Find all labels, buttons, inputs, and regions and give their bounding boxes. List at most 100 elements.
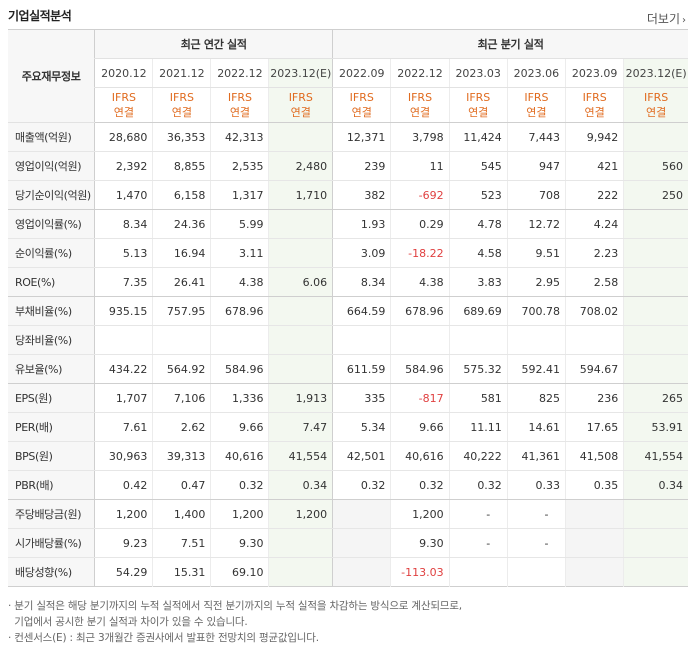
table-cell: 523 <box>448 180 508 210</box>
table-cell: 560 <box>623 151 688 181</box>
table-cell: 17.65 <box>565 412 624 442</box>
table-cell: 1.93 <box>332 209 391 239</box>
table-cell <box>565 557 624 587</box>
table-cell <box>506 557 566 587</box>
table-cell <box>152 325 211 355</box>
table-cell: -817 <box>390 383 450 413</box>
row-label: 매출액(억원) <box>8 122 95 152</box>
table-cell: 382 <box>332 180 391 210</box>
table-row: 순이익률(%) 5.13 16.94 3.11 3.09 -18.22 4.58 9.51 2.… <box>8 238 688 268</box>
table-cell: 40,222 <box>448 441 508 471</box>
basis-label-consolidated: 연결 <box>526 106 547 119</box>
table-cell: 3.11 <box>210 238 269 268</box>
table-cell <box>332 325 391 355</box>
basis-label-consolidated: 연결 <box>351 106 372 119</box>
table-cell: 0.35 <box>565 470 624 500</box>
table-cell: 41,554 <box>268 441 333 471</box>
row-label: BPS(원) <box>8 441 95 471</box>
chevron-right-icon: › <box>682 15 686 26</box>
basis-header: IFRS 연결 <box>152 87 211 123</box>
more-link[interactable]: 더보기 › <box>647 10 686 27</box>
table-cell: 9,942 <box>565 122 624 152</box>
table-cell: 0.47 <box>152 470 211 500</box>
table-cell <box>565 325 624 355</box>
table-cell: 825 <box>506 383 566 413</box>
table-cell: 6.06 <box>268 267 333 297</box>
table-cell <box>623 296 688 326</box>
table-cell: 7.35 <box>94 267 153 297</box>
quarter-group-header: 최근 분기 실적 <box>332 29 688 59</box>
table-cell: 584.96 <box>390 354 450 384</box>
table-cell: 1,200 <box>390 499 450 529</box>
row-label: 영업이익률(%) <box>8 209 95 239</box>
footnote-1: · 분기 실적은 해당 분기까지의 누적 실적에서 직전 분기까지의 누적 실적… <box>8 600 462 612</box>
basis-label-ifrs: IFRS <box>466 91 491 104</box>
table-cell <box>623 528 688 558</box>
table-cell: - <box>448 499 508 529</box>
table-cell <box>448 557 508 587</box>
table-cell: 2.58 <box>565 267 624 297</box>
table-cell <box>623 325 688 355</box>
table-cell <box>565 499 624 529</box>
table-cell: 26.41 <box>152 267 211 297</box>
table-cell: 0.32 <box>390 470 450 500</box>
table-cell: 1,200 <box>268 499 333 529</box>
row-label: 영업이익(억원) <box>8 151 95 181</box>
table-cell: 935.15 <box>94 296 153 326</box>
basis-header: IFRS 연결 <box>332 87 391 123</box>
table-cell: 1,200 <box>94 499 153 529</box>
table-cell: 16.94 <box>152 238 211 268</box>
row-label: 부채비율(%) <box>8 296 95 326</box>
basis-header: IFRS 연결 <box>506 87 566 123</box>
table-row: 매출액(억원) 28,680 36,353 42,313 12,371 3,798 11,4… <box>8 122 688 152</box>
table-cell: 0.29 <box>390 209 450 239</box>
period-header: 2023.12(E) <box>623 58 688 88</box>
table-cell <box>390 325 450 355</box>
table-cell: 54.29 <box>94 557 153 587</box>
row-label: EPS(원) <box>8 383 95 413</box>
table-cell: 8,855 <box>152 151 211 181</box>
table-cell: 708.02 <box>565 296 624 326</box>
basis-header: IFRS 연결 <box>94 87 153 123</box>
table-cell: 42,313 <box>210 122 269 152</box>
table-cell: 39,313 <box>152 441 211 471</box>
table-cell: 2,392 <box>94 151 153 181</box>
basis-header: IFRS 연결 <box>390 87 450 123</box>
period-header: 2023.03 <box>448 58 508 88</box>
table-cell: 0.32 <box>210 470 269 500</box>
table-cell: 11,424 <box>448 122 508 152</box>
table-cell <box>94 325 153 355</box>
table-cell: 8.34 <box>332 267 391 297</box>
basis-label-ifrs: IFRS <box>582 91 607 104</box>
table-cell: 678.96 <box>390 296 450 326</box>
row-label: ROE(%) <box>8 267 95 297</box>
row-label: 배당성향(%) <box>8 557 95 587</box>
table-cell: 11.11 <box>448 412 508 442</box>
more-label[interactable]: 더보기 <box>646 12 680 26</box>
basis-label-ifrs: IFRS <box>227 91 253 104</box>
table-cell: 700.78 <box>506 296 566 326</box>
period-header: 2020.12 <box>94 58 153 88</box>
table-row: PER(배) 7.61 2.62 9.66 7.47 5.34 9.66 11.11 14.61… <box>8 412 688 442</box>
table-cell: 575.32 <box>448 354 508 384</box>
label-column-header: 주요재무정보 <box>8 29 95 123</box>
financial-table: 주요재무정보 최근 연간 실적 최근 분기 실적 2020.12 2021.12 2… <box>8 29 688 587</box>
table-cell <box>268 122 333 152</box>
table-cell: 30,963 <box>94 441 153 471</box>
table-cell <box>332 528 391 558</box>
table-cell: 41,361 <box>506 441 566 471</box>
period-header: 2023.12(E) <box>268 58 333 88</box>
table-cell: 2,535 <box>210 151 269 181</box>
table-cell: - <box>448 528 508 558</box>
table-cell: 9.30 <box>210 528 269 558</box>
table-row: 유보율(%) 434.22 564.92 584.96 611.59 584.96 575.… <box>8 354 688 384</box>
table-cell: 0.32 <box>448 470 508 500</box>
table-cell: 1,336 <box>210 383 269 413</box>
table-cell: 53.91 <box>623 412 688 442</box>
table-cell <box>268 528 333 558</box>
basis-label-ifrs: IFRS <box>407 91 433 104</box>
table-cell <box>268 354 333 384</box>
table-cell: 3.83 <box>448 267 508 297</box>
table-cell: 545 <box>448 151 508 181</box>
table-cell: 250 <box>623 180 688 210</box>
